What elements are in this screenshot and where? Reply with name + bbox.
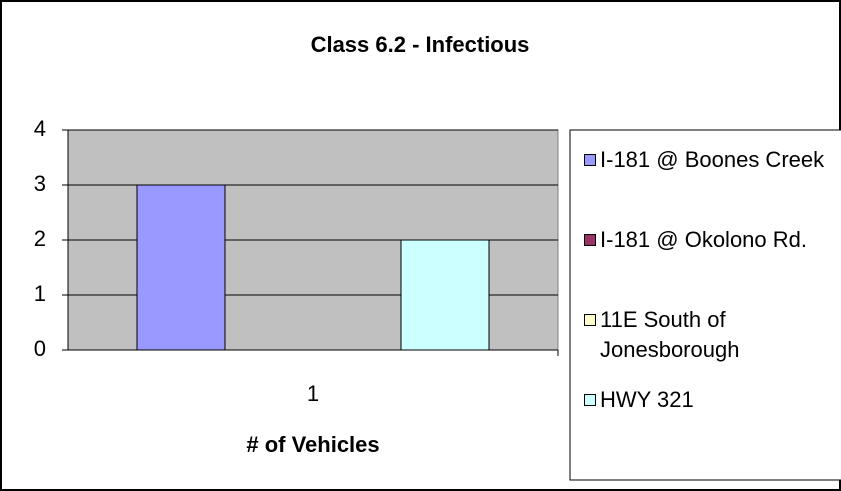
x-tick-label: 1 [307,381,319,406]
legend-label: I-181 @ Okolono Rd. [600,227,807,252]
y-tick-label: 3 [34,171,46,196]
y-tick-label: 2 [34,226,46,251]
legend-label: 11E South of Jonesborough [600,307,740,362]
bar [400,239,490,351]
legend-swatch [584,154,596,166]
y-tick-label: 1 [34,281,46,306]
x-axis-title: # of Vehicles [246,432,379,457]
legend-swatch [584,234,596,246]
legend-swatch [584,394,596,406]
legend-box [569,129,841,481]
bar [136,184,226,351]
chart-title: Class 6.2 - Infectious [311,32,530,57]
legend-label: HWY 321 [600,387,694,412]
y-tick-label: 0 [34,336,46,361]
y-tick-label: 4 [34,116,46,141]
legend-swatch [584,314,596,326]
legend-label: I-181 @ Boones Creek [600,147,825,172]
